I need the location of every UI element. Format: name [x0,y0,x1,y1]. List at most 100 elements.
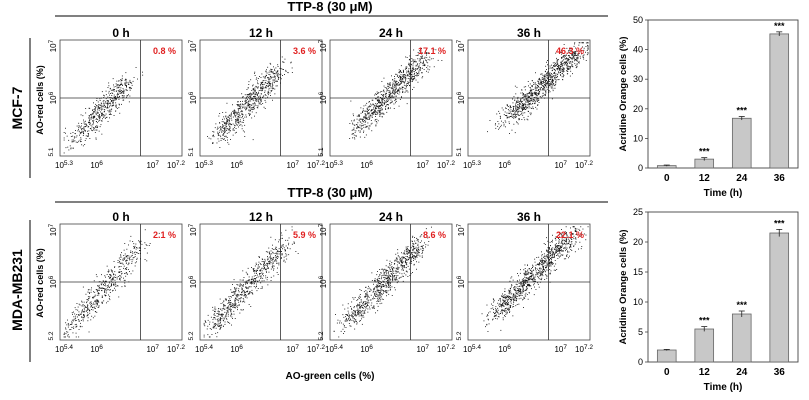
event-dot [373,283,374,285]
event-dot [556,57,557,59]
event-dot [238,288,240,290]
event-dot [386,275,388,277]
event-dot [264,269,266,271]
event-dot [93,280,95,282]
event-dot [554,85,556,87]
event-dot [536,89,537,91]
event-dot [248,113,250,114]
event-dot [364,124,366,126]
event-dot [281,234,283,236]
event-dot [129,79,131,81]
event-dot [417,251,419,253]
event-dot [229,302,231,304]
event-dot [360,290,362,291]
event-dot [537,95,538,97]
event-dot [101,290,103,292]
event-dot [387,270,389,271]
event-dot [549,65,551,67]
event-dot [129,259,130,261]
event-dot [560,75,562,76]
event-dot [535,87,537,89]
event-dot [130,251,132,253]
event-dot [123,277,124,279]
event-dot [84,140,86,141]
event-dot [526,99,528,101]
event-dot [357,308,359,310]
event-dot [245,102,247,104]
event-dot [250,96,251,98]
event-dot [565,55,566,57]
event-dot [209,328,211,329]
event-dot [230,300,231,301]
event-dot [525,101,526,103]
event-dot [354,138,356,140]
event-dot [383,89,385,91]
event-dot [408,250,410,251]
event-dot [371,280,373,281]
y-tick-label: 107 [188,39,198,52]
event-dot [363,291,365,293]
event-dot [253,281,255,283]
event-dot [212,321,214,323]
event-dot [566,66,568,68]
event-dot [578,44,580,46]
event-dot [229,125,231,127]
event-dot [253,279,255,281]
event-dot [512,113,514,115]
event-dot [510,109,512,111]
event-dot [125,262,127,264]
event-dot [498,128,499,130]
event-dot [374,111,376,113]
event-dot [223,130,225,132]
event-dot [388,266,390,268]
event-dot [527,115,529,117]
event-dot [265,70,267,72]
event-dot [563,74,565,76]
event-dot [568,50,570,52]
event-dot [416,261,417,263]
event-dot [363,310,365,312]
event-dot [105,98,107,100]
event-dot [95,125,97,127]
event-dot [82,115,84,117]
row-cell-line-label: MCF-7 [9,86,25,129]
event-dot [95,112,97,114]
event-dot [83,307,85,309]
event-dot [275,260,277,262]
event-dot [248,293,250,294]
event-dot [239,105,240,107]
event-dot [526,95,528,97]
event-dot [112,277,114,279]
event-dot [398,261,399,263]
event-dot [257,93,259,95]
event-dot [246,282,248,284]
event-dot [93,116,94,118]
event-dot [366,292,368,294]
event-dot [106,265,108,267]
event-dot [417,81,419,83]
event-dot [525,97,526,99]
event-dot [426,57,428,59]
event-dot [381,103,383,105]
event-dot [554,66,556,67]
event-dot [144,242,146,244]
event-dot [375,291,376,293]
event-dot [210,328,212,330]
event-dot [547,74,548,76]
event-dot [367,294,369,296]
event-dot [567,73,569,75]
event-dot [91,315,93,317]
event-dot [352,123,354,125]
event-dot [82,320,84,322]
event-dot [551,98,553,100]
event-dot [525,107,527,108]
event-dot [235,121,237,123]
event-dot [90,289,92,291]
event-dot [236,307,238,309]
event-dot [129,258,130,260]
event-dot [523,99,525,101]
event-dot [414,75,415,77]
event-dot [379,112,381,113]
event-dot [222,317,224,319]
event-dot [283,61,285,63]
